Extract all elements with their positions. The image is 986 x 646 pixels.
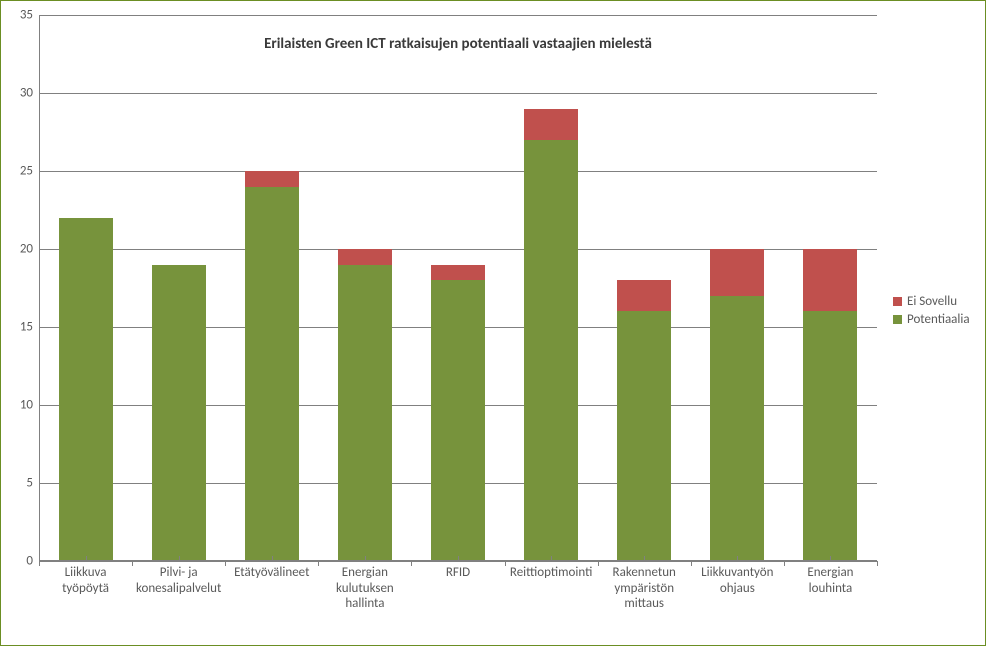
y-tick-label: 0 xyxy=(26,554,39,569)
y-tick-label: 10 xyxy=(20,398,39,413)
x-axis-label: Liikkuvantyön ohjaus xyxy=(691,561,784,612)
bar-segment xyxy=(338,265,392,561)
y-tick-label: 20 xyxy=(20,242,39,257)
x-axis-label: Rakennetun ympäristön mittaus xyxy=(598,561,691,612)
x-tick xyxy=(830,556,831,561)
bar-stack xyxy=(617,15,671,561)
bar-segment xyxy=(431,265,485,281)
legend-item: Potentiaalia xyxy=(893,312,970,327)
x-tick-boundary xyxy=(318,561,319,566)
x-tick-boundary xyxy=(132,561,133,566)
legend-label: Ei Sovellu xyxy=(907,294,957,309)
legend-swatch xyxy=(893,297,902,306)
bar-stack xyxy=(152,15,206,561)
y-tick-label: 15 xyxy=(20,320,39,335)
bar-segment xyxy=(803,311,857,561)
x-tick xyxy=(272,556,273,561)
bar-stack xyxy=(524,15,578,561)
x-tick-boundary xyxy=(505,561,506,566)
x-axis-label: Etätyövälineet xyxy=(225,561,318,612)
bar-stack xyxy=(59,15,113,561)
bar-segment xyxy=(617,311,671,561)
x-tick xyxy=(644,556,645,561)
bar-slot xyxy=(39,15,132,561)
bar-segment xyxy=(245,171,299,187)
bar-segment xyxy=(710,249,764,296)
bar-slot xyxy=(505,15,598,561)
x-axis-label: Energian louhinta xyxy=(784,561,877,612)
y-tick-label: 5 xyxy=(26,476,39,491)
x-axis-label: Reittioptimointi xyxy=(505,561,598,612)
y-tick-label: 35 xyxy=(20,8,39,23)
bar-stack xyxy=(245,15,299,561)
x-axis-label: RFID xyxy=(411,561,504,612)
x-tick xyxy=(737,556,738,561)
bar-slot xyxy=(318,15,411,561)
x-tick-boundary xyxy=(225,561,226,566)
x-tick xyxy=(365,556,366,561)
x-tick-boundary xyxy=(784,561,785,566)
bar-slot xyxy=(411,15,504,561)
bar-segment xyxy=(152,265,206,561)
bar-stack xyxy=(338,15,392,561)
chart-frame: Erilaisten Green ICT ratkaisujen potenti… xyxy=(0,0,986,646)
bar-slot xyxy=(598,15,691,561)
x-tick-boundary xyxy=(877,561,878,566)
legend-item: Ei Sovellu xyxy=(893,294,970,309)
x-tick-boundary xyxy=(691,561,692,566)
bar-stack xyxy=(803,15,857,561)
y-tick-label: 30 xyxy=(20,86,39,101)
x-tick xyxy=(179,556,180,561)
bar-segment xyxy=(338,249,392,265)
x-tick-boundary xyxy=(411,561,412,566)
legend: Ei Sovellu Potentiaalia xyxy=(893,291,970,330)
x-tick xyxy=(458,556,459,561)
bar-segment xyxy=(245,187,299,561)
legend-label: Potentiaalia xyxy=(907,312,970,327)
x-tick xyxy=(551,556,552,561)
bar-slot xyxy=(132,15,225,561)
bar-slot xyxy=(784,15,877,561)
bar-stack xyxy=(431,15,485,561)
bar-segment xyxy=(803,249,857,311)
bar-segment xyxy=(617,280,671,311)
legend-swatch xyxy=(893,315,902,324)
bar-segment xyxy=(710,296,764,561)
y-axis-line xyxy=(39,15,40,561)
bar-segment xyxy=(524,140,578,561)
x-axis-label: Pilvi- ja konesalipalvelut xyxy=(132,561,225,612)
x-axis-label: Energian kulutuksen hallinta xyxy=(318,561,411,612)
x-axis-label: Liikkuva työpöytä xyxy=(39,561,132,612)
plot-area: Erilaisten Green ICT ratkaisujen potenti… xyxy=(39,15,877,561)
bar-segment xyxy=(524,109,578,140)
x-tick-boundary xyxy=(598,561,599,566)
x-tick-boundary xyxy=(39,561,40,566)
x-tick xyxy=(86,556,87,561)
x-axis-labels: Liikkuva työpöytäPilvi- ja konesalipalve… xyxy=(39,561,877,612)
bar-slot xyxy=(225,15,318,561)
bar-segment xyxy=(431,280,485,561)
y-tick-label: 25 xyxy=(20,164,39,179)
bar-slot xyxy=(691,15,784,561)
bar-stack xyxy=(710,15,764,561)
bar-segment xyxy=(59,218,113,561)
bars-container xyxy=(39,15,877,561)
